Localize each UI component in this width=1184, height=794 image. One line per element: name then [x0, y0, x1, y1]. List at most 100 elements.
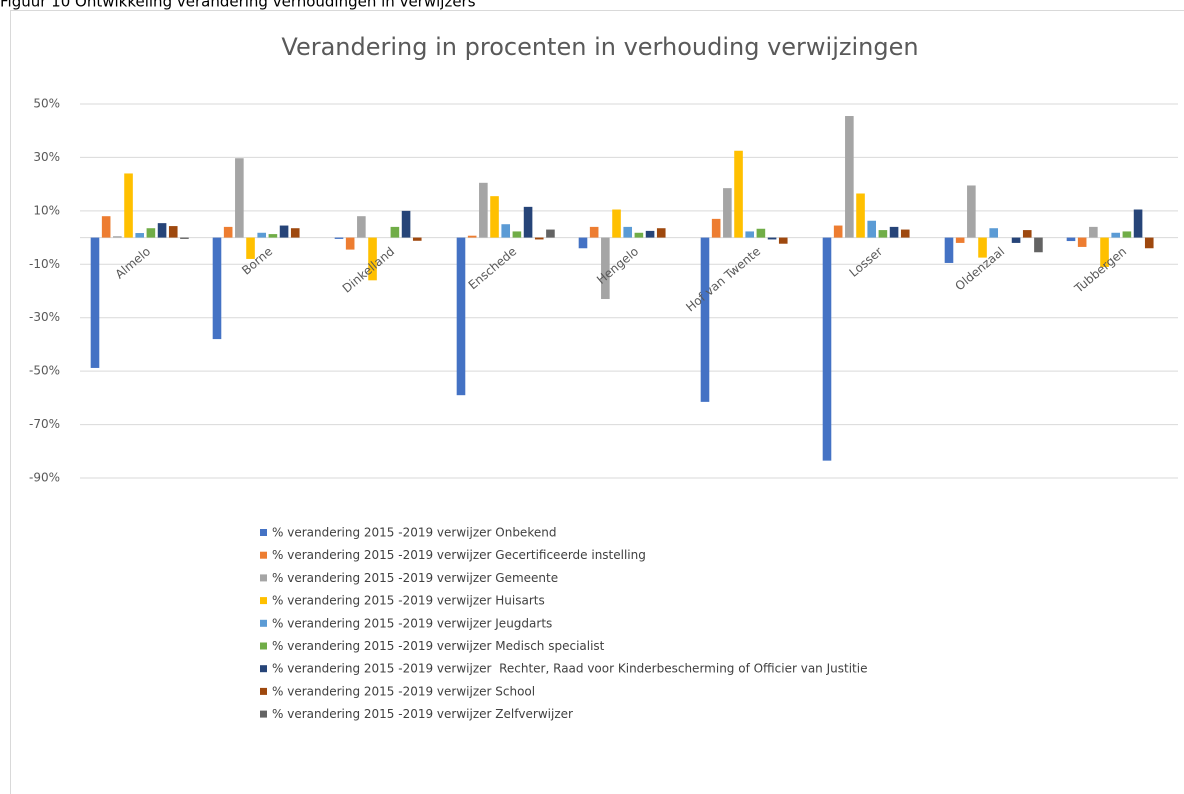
bar [900, 229, 910, 238]
bar [490, 196, 499, 238]
bar [767, 237, 777, 240]
bar [700, 237, 710, 402]
legend-swatch [260, 710, 267, 718]
legend-label: % verandering 2015 -2019 verwijzer Recht… [272, 662, 867, 676]
bar [523, 206, 533, 238]
legend-label: % verandering 2015 -2019 verwijzer Zelfv… [272, 707, 573, 721]
bar [257, 232, 267, 238]
legend-swatch [260, 619, 267, 627]
bar [1100, 237, 1109, 267]
legend: % verandering 2015 -2019 verwijzer Onbek… [260, 526, 867, 721]
y-tick-label: 10% [33, 203, 60, 217]
bar [1133, 209, 1143, 238]
legend-swatch [260, 642, 267, 650]
bar [645, 230, 655, 238]
figure-caption: Figuur 10 Ontwikkeling verandering verho… [0, 0, 476, 11]
bar [978, 237, 987, 258]
bar [944, 237, 954, 263]
bar [867, 220, 877, 238]
legend-label: % verandering 2015 -2019 verwijzer Schoo… [272, 684, 535, 698]
chart-area [10, 10, 1184, 794]
bar [1077, 237, 1087, 247]
bar [501, 224, 511, 238]
y-tick-label: 30% [33, 150, 60, 164]
bar [546, 229, 555, 238]
bar [90, 237, 100, 368]
legend-swatch [260, 687, 267, 695]
bar [479, 182, 488, 238]
bar [157, 223, 167, 238]
legend-label: % verandering 2015 -2019 verwijzer Gemee… [272, 571, 558, 585]
bar [135, 233, 145, 238]
bar [368, 237, 377, 281]
y-tick-label: 50% [33, 97, 60, 111]
bar [734, 150, 743, 238]
bar [711, 218, 721, 238]
y-tick-label: -30% [29, 310, 60, 324]
bar [778, 237, 788, 244]
bar [822, 237, 832, 461]
bar [101, 216, 111, 238]
bar [290, 228, 300, 238]
legend-label: % verandering 2015 -2019 verwijzer Huisa… [272, 594, 545, 608]
bar [467, 235, 477, 238]
bar [390, 226, 400, 238]
bar [1066, 237, 1076, 242]
bar [1144, 237, 1154, 249]
bar [656, 228, 666, 238]
bar [345, 237, 355, 250]
y-tick-label: -50% [29, 364, 60, 378]
bar [612, 209, 621, 238]
bar [856, 193, 865, 238]
bar [534, 237, 544, 240]
chart-title: Verandering in procenten in verhouding v… [281, 33, 918, 61]
bar [223, 226, 233, 238]
legend-swatch [260, 551, 267, 559]
bar [1011, 237, 1021, 243]
bar [889, 226, 899, 238]
bar [1022, 230, 1032, 238]
bar [578, 237, 588, 249]
bar [845, 116, 854, 238]
bar [955, 237, 965, 243]
bar [357, 216, 366, 238]
bar [212, 237, 222, 340]
y-tick-label: -10% [29, 257, 60, 271]
bar [401, 210, 411, 238]
legend-swatch [260, 574, 267, 582]
bar [168, 226, 178, 238]
bar [967, 185, 976, 238]
bar [634, 232, 644, 238]
bar [412, 237, 422, 241]
legend-swatch [260, 597, 267, 605]
bar [1122, 231, 1132, 238]
legend-label: % verandering 2015 -2019 verwijzer Jeugd… [272, 616, 552, 630]
bar [989, 228, 999, 238]
bar [601, 237, 610, 300]
bar [745, 231, 755, 238]
bar [334, 237, 344, 239]
legend-label: % verandering 2015 -2019 verwijzer Gecer… [272, 548, 646, 562]
bar [124, 173, 133, 238]
bar [180, 237, 189, 239]
legend-swatch [260, 665, 267, 673]
y-tick-label: -70% [29, 417, 60, 431]
bar [235, 158, 244, 238]
bar [1089, 226, 1098, 238]
bar [279, 225, 289, 238]
bar [512, 231, 522, 238]
bar [246, 237, 255, 259]
legend-swatch [260, 529, 267, 536]
legend-label: % verandering 2015 -2019 verwijzer Medis… [272, 639, 605, 653]
legend-label: % verandering 2015 -2019 verwijzer Onbek… [272, 526, 556, 540]
bar [723, 188, 732, 238]
bar [1034, 237, 1043, 253]
y-tick-label: -90% [29, 471, 60, 485]
bar [268, 234, 278, 238]
bar [146, 228, 156, 238]
bar [113, 236, 122, 238]
bar [878, 230, 888, 238]
bar [623, 226, 633, 238]
bar [589, 226, 599, 238]
